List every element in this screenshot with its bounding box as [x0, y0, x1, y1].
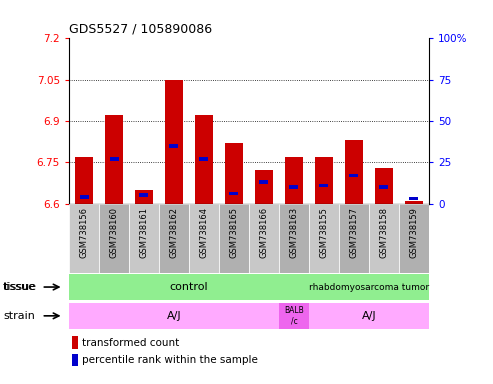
- Text: GSM738164: GSM738164: [200, 207, 209, 258]
- Text: GSM738157: GSM738157: [350, 207, 358, 258]
- Bar: [255, 170, 273, 204]
- Bar: [339, 204, 369, 273]
- Bar: [309, 204, 339, 273]
- Text: GDS5527 / 105890086: GDS5527 / 105890086: [69, 23, 212, 36]
- Bar: [279, 204, 309, 273]
- Bar: [229, 192, 239, 195]
- Text: transformed count: transformed count: [82, 338, 179, 348]
- Bar: [69, 274, 309, 300]
- Bar: [285, 157, 303, 204]
- Bar: [200, 157, 209, 161]
- Text: GSM738163: GSM738163: [289, 207, 298, 258]
- Bar: [225, 143, 243, 204]
- Bar: [319, 184, 328, 187]
- Text: strain: strain: [3, 311, 35, 321]
- Bar: [69, 303, 279, 329]
- Text: percentile rank within the sample: percentile rank within the sample: [82, 355, 257, 365]
- Bar: [105, 116, 123, 204]
- Bar: [259, 180, 269, 184]
- Bar: [345, 140, 363, 204]
- Bar: [249, 204, 279, 273]
- Text: GSM738159: GSM738159: [409, 207, 419, 258]
- Bar: [109, 157, 118, 161]
- Text: A/J: A/J: [167, 311, 181, 321]
- Text: control: control: [170, 282, 209, 292]
- Bar: [289, 185, 298, 189]
- Text: GSM738162: GSM738162: [170, 207, 178, 258]
- Bar: [71, 354, 78, 366]
- Text: A/J: A/J: [362, 311, 376, 321]
- Bar: [69, 204, 99, 273]
- Text: GSM738155: GSM738155: [319, 207, 328, 258]
- Bar: [369, 204, 399, 273]
- Text: GSM738158: GSM738158: [380, 207, 388, 258]
- Text: tissue: tissue: [2, 282, 35, 292]
- Text: GSM738165: GSM738165: [229, 207, 239, 258]
- Bar: [195, 116, 213, 204]
- Bar: [135, 190, 153, 204]
- Text: BALB
/c: BALB /c: [284, 306, 304, 326]
- Text: GSM738161: GSM738161: [140, 207, 148, 258]
- Bar: [165, 79, 183, 204]
- Bar: [129, 204, 159, 273]
- Bar: [71, 336, 78, 349]
- Bar: [219, 204, 249, 273]
- Bar: [350, 174, 358, 177]
- Bar: [170, 144, 178, 147]
- Bar: [79, 195, 89, 199]
- Bar: [409, 197, 419, 200]
- Bar: [380, 185, 388, 189]
- Bar: [315, 157, 333, 204]
- Bar: [99, 204, 129, 273]
- Bar: [159, 204, 189, 273]
- Bar: [375, 168, 393, 204]
- Text: GSM738156: GSM738156: [79, 207, 89, 258]
- Bar: [189, 204, 219, 273]
- Bar: [399, 204, 429, 273]
- Text: GSM738160: GSM738160: [109, 207, 118, 258]
- Text: rhabdomyosarcoma tumor: rhabdomyosarcoma tumor: [309, 283, 429, 291]
- Text: tissue: tissue: [3, 282, 36, 292]
- Bar: [405, 201, 423, 204]
- Bar: [309, 274, 429, 300]
- Bar: [140, 194, 148, 197]
- Text: GSM738166: GSM738166: [259, 207, 269, 258]
- Bar: [279, 303, 309, 329]
- Bar: [75, 157, 93, 204]
- Bar: [309, 303, 429, 329]
